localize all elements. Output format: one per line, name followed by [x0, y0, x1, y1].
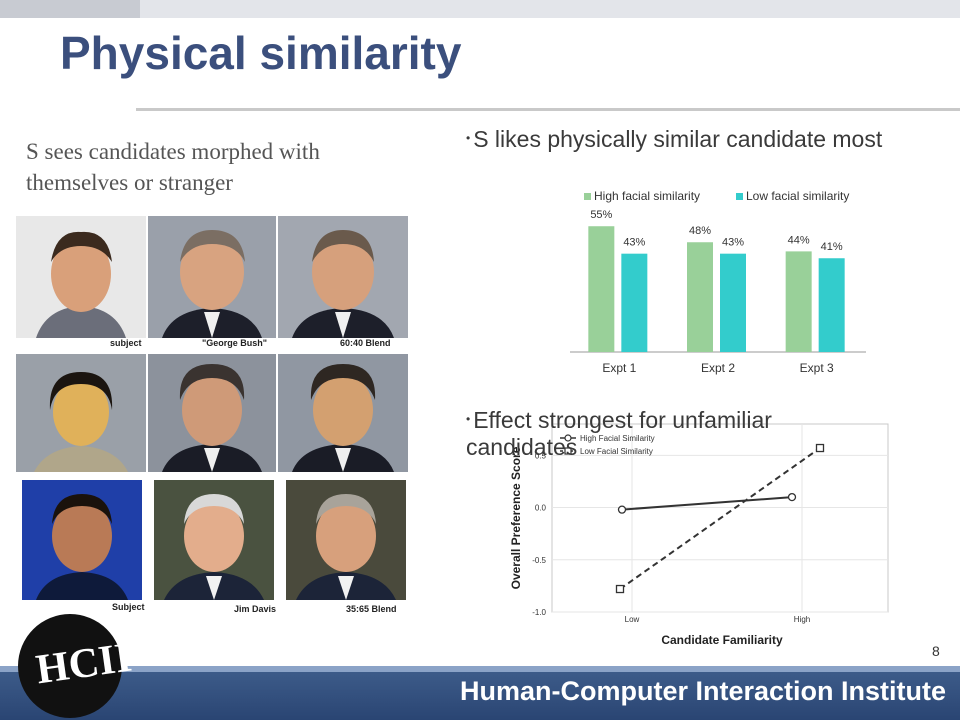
y-tick-label: -0.5: [532, 556, 546, 565]
blend-photo-3: [286, 480, 406, 600]
footer-highlight: [0, 666, 960, 672]
bar-value-label: 43%: [722, 237, 744, 249]
left-description: S sees candidates morphed with themselve…: [26, 139, 320, 195]
title-divider: [136, 108, 960, 111]
familiarity-line-chart: -1.0 -0.5 0.0 0.5 Low High Candidate Familiari…: [509, 423, 889, 647]
y-tick-label: 0.0: [535, 504, 547, 513]
bar-value-label: 55%: [590, 209, 612, 221]
davis-photo: [154, 480, 274, 600]
bar: [687, 242, 713, 352]
bar: [720, 253, 746, 352]
x-tick-label: Expt 2: [701, 361, 735, 375]
subject-photo: [16, 216, 146, 338]
bullet-effect-strongest: • Effect strongest for unfamiliar candida…: [466, 406, 846, 461]
data-point: [617, 505, 627, 514]
legend-marker: [564, 447, 572, 455]
legend-label: Low Facial Similarity: [580, 447, 653, 456]
slide-title: Physical similarity: [60, 27, 462, 79]
legend-label: High facial similarity: [594, 189, 700, 203]
morph-photo-grid: subject "George Bush" 60:40 Blend: [16, 216, 408, 616]
bush-photo: [148, 216, 276, 338]
legend-swatch: [584, 193, 591, 200]
subject-photo: [16, 354, 146, 472]
y-tick-label: -1.0: [532, 608, 546, 617]
y-tick-label: 0.5: [535, 451, 547, 460]
photo-row-1: subject "George Bush" 60:40 Blend: [16, 216, 408, 352]
footer-bar: [0, 666, 960, 720]
bullet-text: Effect strongest for unfamiliar candidat…: [466, 407, 772, 460]
legend-label: Low facial similarity: [746, 189, 849, 203]
bullet-dot: •: [466, 412, 471, 426]
series-line: [621, 496, 793, 511]
page-number: 8: [932, 643, 940, 659]
bar: [621, 253, 648, 352]
data-point: [815, 443, 825, 453]
data-point: [615, 584, 625, 594]
x-tick-label: High: [794, 615, 810, 624]
hcii-logo: [18, 614, 122, 718]
subject-photo: [22, 480, 142, 600]
similarity-bar-chart: High facial similarity Low facial similar…: [570, 189, 866, 375]
top-bar-right: [140, 0, 960, 18]
x-tick-label: Expt 3: [800, 361, 834, 375]
kerry-photo: [148, 354, 276, 472]
blend-photo-1: [278, 216, 408, 338]
bar: [818, 258, 845, 352]
footer-institute-name: Human-Computer Interaction Institute: [459, 676, 946, 706]
legend-marker: [564, 434, 572, 442]
photo-caption: 35:65 Blend: [346, 604, 397, 614]
data-point: [787, 492, 797, 502]
bullet-dot: •: [466, 131, 471, 145]
bar-value-label: 48%: [689, 225, 711, 237]
x-tick-label: Expt 1: [602, 361, 636, 375]
x-tick-label: Low: [625, 615, 640, 624]
x-axis-title: Candidate Familiarity: [661, 633, 783, 647]
bullet-similar-most: • S likes physically similar candidate mo…: [466, 126, 882, 153]
series-line: [619, 447, 821, 590]
bar: [588, 226, 615, 352]
bar-value-label: 41%: [821, 241, 843, 253]
photo-row-3: Subject Jim Davis 35:65 Blend: [16, 476, 408, 616]
photo-caption: "George Bush": [202, 338, 268, 348]
photo-caption: Subject: [112, 602, 145, 612]
photo-caption: 60:40 Blend: [340, 338, 391, 348]
photo-row-2: [16, 354, 408, 488]
legend-label: High Facial Similarity: [580, 434, 655, 443]
bar: [785, 251, 812, 352]
legend-swatch: [736, 193, 743, 200]
photo-caption: subject: [110, 338, 142, 348]
bullet-text: S likes physically similar candidate mos…: [473, 126, 883, 152]
photo-caption: Jim Davis: [234, 604, 277, 614]
bar-value-label: 44%: [788, 234, 810, 246]
blend-photo-2: [278, 354, 408, 472]
top-bar-left: [0, 0, 140, 18]
y-axis-title: Overall Preference Score: [509, 446, 523, 589]
bar-value-label: 43%: [623, 237, 645, 249]
